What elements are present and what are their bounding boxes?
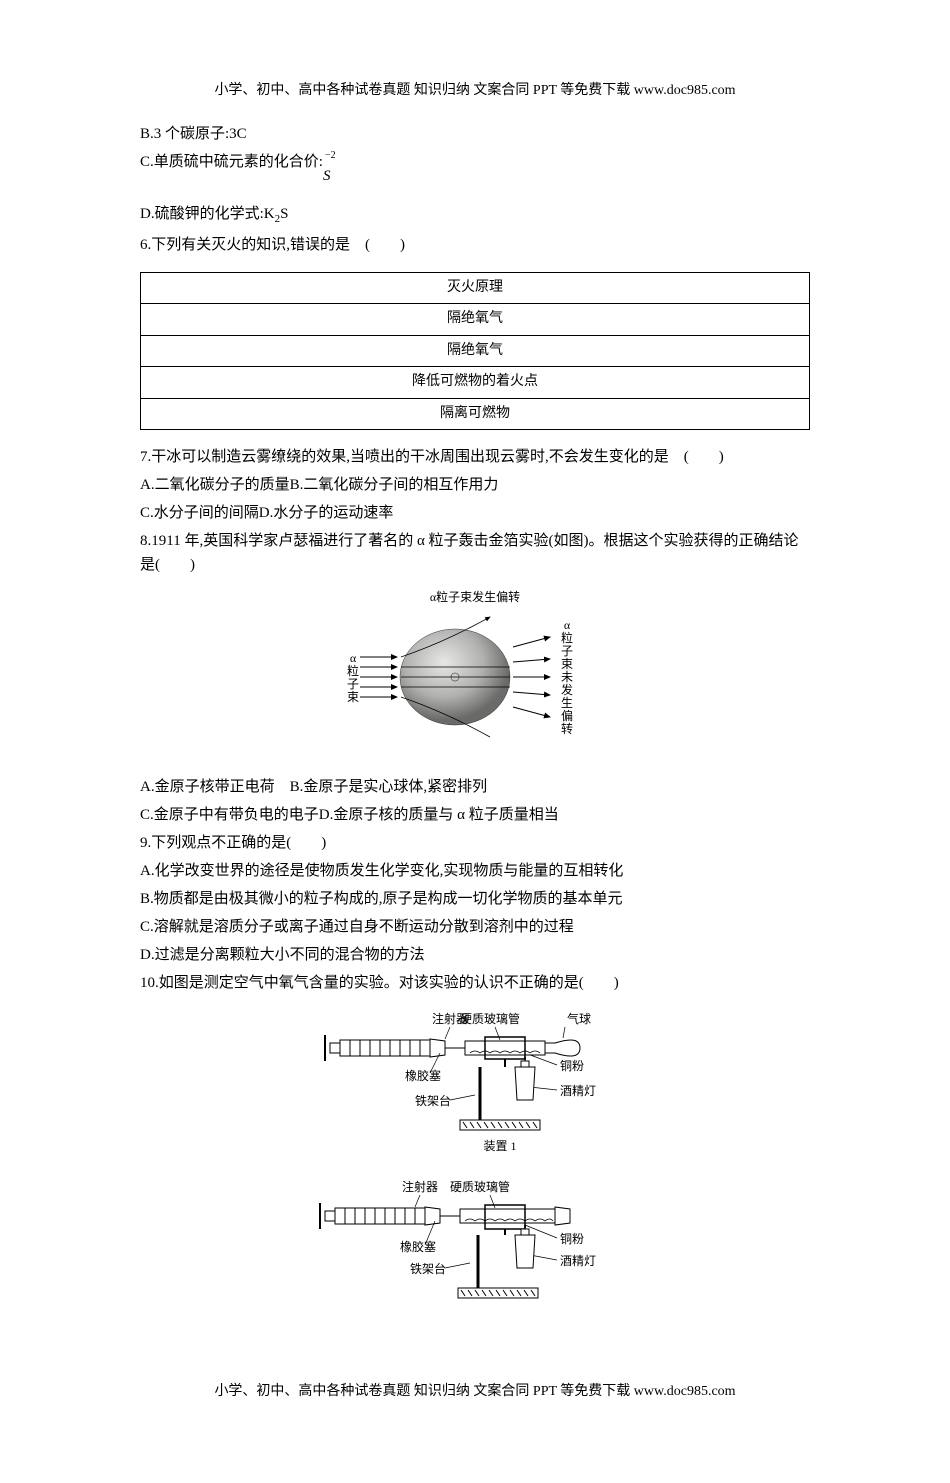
svg-text:气球: 气球 — [567, 1011, 591, 1026]
label-left: α — [350, 651, 357, 665]
q9-option-b: B.物质都是由极其微小的粒子构成的,原子是构成一切化学物质的基本单元 — [140, 887, 810, 911]
option-b: B.3 个碳原子:3C — [140, 122, 810, 146]
svg-text:α: α — [564, 618, 571, 632]
svg-text:粒: 粒 — [347, 663, 359, 678]
svg-text:铜粉: 铜粉 — [560, 1058, 584, 1073]
q9-option-c: C.溶解就是溶质分子或离子通过自身不断运动分散到溶剂中的过程 — [140, 915, 810, 939]
question-7: 7.干冰可以制造云雾缭绕的效果,当喷出的干冰周围出现云雾时,不会发生变化的是 (… — [140, 445, 810, 469]
question-8: 8.1911 年,英国科学家卢瑟福进行了著名的 α 粒子轰击金箔实验(如图)。根… — [140, 529, 810, 577]
question-10: 10.如图是测定空气中氧气含量的实验。对该实验的认识不正确的是( ) — [140, 971, 810, 995]
svg-text:生: 生 — [561, 696, 573, 710]
q6-table: 灭火原理 隔绝氧气 隔绝氧气 降低可燃物的着火点 隔离可燃物 — [140, 272, 810, 430]
apparatus-diagram-1: 注射器 硬质玻璃管 气球 铜粉 酒精灯 橡胶塞 铁架台 — [140, 1005, 810, 1163]
svg-text:铜粉: 铜粉 — [560, 1231, 584, 1246]
svg-text:注射器: 注射器 — [402, 1179, 438, 1194]
svg-text:橡胶塞: 橡胶塞 — [405, 1068, 441, 1083]
q9-option-a: A.化学改变世界的途径是使物质发生化学变化,实现物质与能量的互相转化 — [140, 859, 810, 883]
q7-options-ab: A.二氧化碳分子的质量B.二氧化碳分子间的相互作用力 — [140, 473, 810, 497]
rutherford-diagram: α粒子束发生偏转 α 粒 子 束 — [140, 587, 810, 765]
svg-text:铁架台: 铁架台 — [415, 1093, 451, 1108]
svg-text:束: 束 — [347, 690, 359, 704]
table-row: 隔绝氧气 — [141, 304, 810, 335]
svg-text:粒: 粒 — [561, 630, 573, 645]
q9-option-d: D.过滤是分离颗粒大小不同的混合物的方法 — [140, 943, 810, 967]
svg-text:子: 子 — [347, 677, 359, 691]
table-row: 隔绝氧气 — [141, 335, 810, 366]
table-row: 降低可燃物的着火点 — [141, 367, 810, 398]
svg-text:偏: 偏 — [561, 708, 573, 723]
svg-text:硬质玻璃管: 硬质玻璃管 — [450, 1179, 510, 1194]
svg-text:酒精灯: 酒精灯 — [560, 1254, 596, 1268]
svg-text:发: 发 — [561, 682, 573, 697]
page-footer: 小学、初中、高中各种试卷真题 知识归纳 文案合同 PPT 等免费下载 www.d… — [140, 1381, 810, 1403]
question-9: 9.下列观点不正确的是( ) — [140, 831, 810, 855]
q8-options-ab: A.金原子核带正电荷 B.金原子是实心球体,紧密排列 — [140, 775, 810, 799]
label-top-deflect: α粒子束发生偏转 — [430, 589, 520, 604]
svg-text:束: 束 — [561, 657, 573, 671]
svg-text:未: 未 — [561, 670, 573, 684]
option-c: C.单质硫中硫元素的化合价: −2 S — [140, 150, 810, 198]
q8-options-cd: C.金原子中有带负电的电子D.金原子核的质量与 α 粒子质量相当 — [140, 803, 810, 827]
svg-text:子: 子 — [561, 644, 573, 658]
svg-text:装置 1: 装置 1 — [483, 1139, 516, 1153]
svg-text:酒精灯: 酒精灯 — [560, 1084, 596, 1098]
svg-text:铁架台: 铁架台 — [410, 1261, 446, 1276]
svg-text:橡胶塞: 橡胶塞 — [400, 1239, 436, 1254]
option-d: D.硫酸钾的化学式:K2S — [140, 202, 810, 229]
content-body: B.3 个碳原子:3C C.单质硫中硫元素的化合价: −2 S D.硫酸钾的化学… — [140, 122, 810, 1321]
svg-text:硬质玻璃管: 硬质玻璃管 — [460, 1011, 520, 1026]
table-row: 隔离可燃物 — [141, 398, 810, 429]
svg-text:转: 转 — [561, 721, 573, 736]
table-row: 灭火原理 — [141, 272, 810, 303]
question-6: 6.下列有关灭火的知识,错误的是 ( ) — [140, 233, 810, 257]
q7-options-cd: C.水分子间的间隔D.水分子的运动速率 — [140, 501, 810, 525]
page-header: 小学、初中、高中各种试卷真题 知识归纳 文案合同 PPT 等免费下载 www.d… — [140, 80, 810, 102]
apparatus-diagram-2: 注射器 硬质玻璃管 铜粉 酒精灯 橡胶塞 铁架台 — [140, 1173, 810, 1321]
